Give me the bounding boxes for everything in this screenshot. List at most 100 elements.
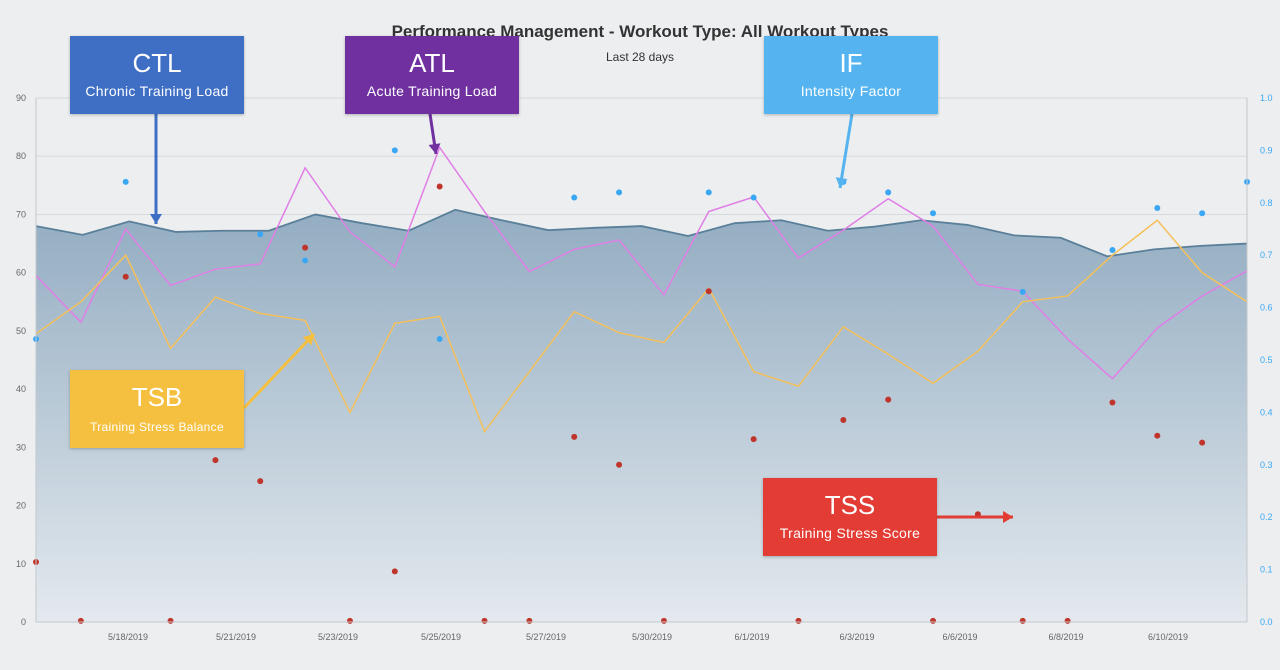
y-left-tick-label: 90 (16, 93, 26, 103)
tss-point (840, 416, 847, 423)
ctl-callout: CTL Chronic Training Load (70, 36, 244, 114)
tss-callout-abbr: TSS (824, 490, 876, 520)
tss-point (346, 617, 353, 624)
if-point (930, 210, 937, 217)
x-tick-label: 6/1/2019 (734, 632, 769, 642)
tsb-line (35, 219, 1248, 434)
tss-point (705, 288, 712, 295)
y-right-tick-label: 0.7 (1260, 250, 1273, 260)
if-arrow-head (835, 177, 848, 188)
tsb-callout: TSB Training Stress Balance (70, 370, 244, 448)
chart-subtitle: Last 28 days (605, 50, 675, 64)
atl-callout-abbr: ATL (409, 48, 455, 78)
x-tick-label: 6/8/2019 (1048, 632, 1083, 642)
tss-point (481, 617, 488, 624)
if-point (1154, 205, 1161, 212)
x-tick-label: 6/10/2019 (1148, 632, 1188, 642)
atl-callout: ATL Acute Training Load (345, 36, 519, 114)
if-callout: IF Intensity Factor (764, 36, 938, 114)
y-right-tick-label: 0.6 (1260, 303, 1273, 313)
tsb-callout-abbr: TSB (131, 382, 183, 412)
if-point (436, 336, 443, 343)
tss-point (1199, 439, 1206, 446)
if-point (257, 231, 264, 238)
y-left-tick-label: 20 (16, 501, 26, 511)
y-left-tick-label: 60 (16, 268, 26, 278)
tss-arrow (937, 511, 1013, 523)
y-right-tick-label: 0.3 (1260, 460, 1273, 470)
if-point (750, 194, 757, 201)
x-tick-label: 5/27/2019 (526, 632, 566, 642)
y-right-tick-label: 0.8 (1260, 198, 1273, 208)
axes: 0 10 20 30 40 50 60 70 80 90 0.0 0.1 0.2 0.3 0.4 0.5 0.6… (16, 93, 1273, 642)
if-point (571, 194, 578, 201)
tss-point (122, 273, 129, 280)
tss-arrow-head (1003, 511, 1013, 523)
ctl-arrow (150, 114, 162, 224)
y-left-tick-label: 50 (16, 326, 26, 336)
tss-callout: TSS Training Stress Score (763, 478, 937, 556)
tss-point (436, 183, 443, 190)
x-tick-label: 5/25/2019 (421, 632, 461, 642)
atl-line (35, 145, 1248, 380)
if-callout-full: Intensity Factor (800, 83, 902, 99)
ctl-series (35, 208, 1248, 622)
y-right-tick-label: 0.2 (1260, 512, 1273, 522)
y-left-tick-label: 70 (16, 209, 26, 219)
tss-point (77, 617, 84, 624)
atl-callout-full: Acute Training Load (366, 83, 498, 99)
tsb-arrow-head (302, 334, 314, 346)
y-left-tick-label: 30 (16, 442, 26, 452)
if-point (302, 257, 309, 264)
tss-point (257, 478, 264, 485)
y-right-tick-label: 0.1 (1260, 565, 1273, 575)
if-point (885, 189, 892, 196)
tss-point (1019, 617, 1026, 624)
x-tick-label: 6/6/2019 (942, 632, 977, 642)
tss-point (526, 617, 533, 624)
tss-point (1154, 432, 1161, 439)
ctl-callout-abbr: CTL (132, 48, 182, 78)
atl-series (35, 145, 1248, 380)
tss-point (795, 617, 802, 624)
tss-point (885, 396, 892, 403)
tsb-arrow-shaft (242, 332, 316, 410)
y-left-tick-label: 0 (21, 617, 26, 627)
callout-arrows (150, 113, 1013, 523)
x-tick-label: 5/21/2019 (216, 632, 256, 642)
x-tick-label: 5/18/2019 (108, 632, 148, 642)
tsb-arrow (242, 332, 316, 410)
tss-point (660, 617, 667, 624)
ctl-arrow-head (150, 214, 162, 224)
tss-point (1064, 617, 1071, 624)
y-left-tick-label: 80 (16, 151, 26, 161)
y-left-tick-label: 40 (16, 384, 26, 394)
y-right-tick-label: 0.4 (1260, 407, 1273, 417)
tss-point (212, 457, 219, 464)
y-left-tick-label: 10 (16, 559, 26, 569)
tss-callout-full: Training Stress Score (779, 525, 921, 541)
ctl-callout-full: Chronic Training Load (85, 83, 229, 99)
if-point (1109, 246, 1116, 253)
if-point (122, 178, 129, 185)
tss-point (391, 568, 398, 575)
if-point (1019, 288, 1026, 295)
if-point (1199, 210, 1206, 217)
atl-arrow (428, 113, 441, 155)
x-tick-label: 5/30/2019 (632, 632, 672, 642)
tss-point (302, 244, 309, 251)
if-callout-abbr: IF (839, 48, 863, 78)
tss-point (930, 617, 937, 624)
x-tick-label: 6/3/2019 (839, 632, 874, 642)
if-point (616, 189, 623, 196)
y-right-tick-label: 0.9 (1260, 145, 1273, 155)
tss-point (616, 461, 623, 468)
tsb-series (35, 219, 1248, 434)
tss-point (750, 436, 757, 443)
if-arrow (835, 113, 854, 189)
ctl-line (35, 208, 1248, 258)
tss-point (1109, 399, 1116, 406)
tss-point (167, 617, 174, 624)
